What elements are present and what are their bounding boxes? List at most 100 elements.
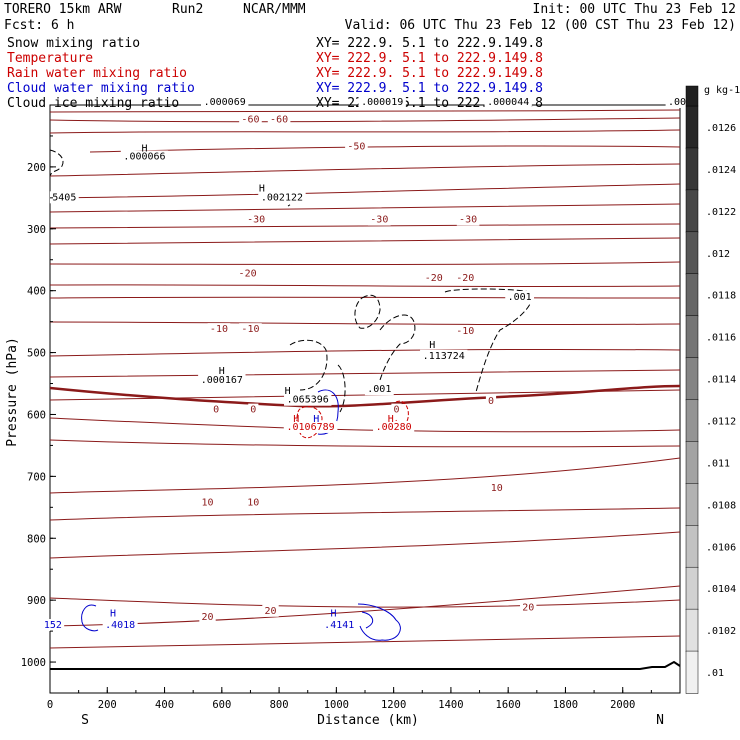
isotherm-label-bg	[239, 113, 262, 126]
snow-value-label: .000167	[201, 375, 243, 386]
extremum-marker: H	[219, 366, 225, 377]
isotherm-label: 10	[247, 497, 259, 508]
y-tick-label: 500	[27, 348, 46, 360]
isotherm-label: -20	[456, 273, 474, 284]
cloud-water-contour	[361, 611, 374, 629]
colorbar-label: .0106	[706, 542, 736, 553]
isotherm-line	[49, 597, 681, 608]
legend: Snow mixing ratio XY= 222.9. 5.1 to 222.9…	[7, 36, 543, 111]
cloud-water-contour	[357, 603, 401, 641]
isotherm-line	[49, 369, 681, 378]
isotherm-label: -20	[239, 268, 257, 279]
isotherm-label: -10	[241, 324, 259, 335]
isotherm-label-bg	[207, 323, 231, 336]
isotherm-label: -30	[459, 215, 477, 226]
isotherm-line	[49, 183, 681, 199]
isotherm-label: 0	[213, 405, 219, 416]
cloud-water-value-label-bg	[102, 619, 138, 632]
x-tick-label: 800	[270, 699, 289, 711]
x-tick-label: 1600	[496, 699, 521, 711]
isotherm-label: -10	[456, 326, 474, 337]
colorbar-swatch	[685, 650, 699, 694]
colorbar-swatch	[685, 147, 699, 191]
isotherm-label: 0	[393, 405, 399, 416]
colorbar-swatch	[685, 357, 699, 401]
isotherm-label-bg	[244, 213, 268, 226]
contour-labels: -60 -60 -50 -30 -30 -30 -20 -20 -20 -10 -10 -10 0 0 0 0…	[41, 96, 695, 632]
isotherm-line	[49, 439, 681, 448]
x-tick-label: 2000	[610, 699, 635, 711]
colorbar-swatch	[685, 525, 699, 568]
isotherm-label-bg	[520, 601, 537, 614]
extremum-marker: H	[285, 386, 291, 397]
y-tick-label: 900	[27, 595, 46, 607]
extremum-marker: H	[313, 414, 319, 425]
isotherm-label-bg	[210, 403, 222, 416]
colorbar-label: .0104	[706, 584, 736, 595]
snow-value-label: 5405	[52, 192, 76, 203]
legend-label: Temperature	[7, 51, 93, 66]
colorbar-label: .0114	[706, 375, 736, 386]
legend-range: XY= 222.9. 5.1 to 222.9.149.8	[316, 36, 543, 51]
isotherm-line	[49, 321, 681, 326]
isotherm-label-bg	[391, 403, 402, 416]
snow-value-label-bg	[420, 349, 468, 362]
isotherm-label-bg	[236, 267, 259, 280]
x-axis-label: Distance (km)	[317, 713, 419, 728]
snow-value-label: .002122	[261, 192, 303, 203]
snow-value-label-bg	[484, 96, 532, 108]
rain-contour	[296, 406, 323, 439]
colorbar-label: .012	[706, 249, 730, 260]
isotherm-label: 0	[250, 405, 256, 416]
isotherm-line	[49, 261, 681, 265]
snow-value-label-bg	[198, 373, 246, 386]
snow-contour	[354, 294, 381, 329]
legend-range: XY= 222.9. 5.1 to 222.9.149.8	[316, 51, 543, 66]
freezing-line	[49, 384, 681, 408]
north-label: N	[656, 713, 664, 728]
y-axis-label: Pressure (hPa)	[5, 337, 20, 447]
extremum-marker: H	[141, 143, 147, 154]
colorbar-swatch	[685, 315, 699, 359]
isotherm-label: -30	[370, 215, 388, 226]
colorbar-swatch	[685, 231, 699, 275]
colorbar-swatch	[685, 566, 699, 610]
isotherm-label-bg	[488, 482, 505, 495]
isotherm-line	[49, 531, 681, 559]
isotherm-line	[49, 284, 681, 288]
colorbar-unit: g kg-1	[704, 85, 740, 96]
extremum-marker: H	[293, 414, 299, 425]
isotherm-label-bg	[456, 213, 480, 226]
colorbar-swatch	[685, 399, 699, 443]
colorbar-swatch	[685, 273, 699, 317]
isotherm-line	[49, 296, 681, 299]
isotherm-label: 0	[488, 396, 494, 407]
snow-value-label-bg	[284, 393, 332, 406]
south-label: S	[81, 713, 89, 728]
isotherm-line	[49, 203, 681, 213]
cloud-water-value-label-bg	[41, 619, 65, 632]
isotherm-label-bg	[199, 496, 216, 509]
isotherm-label-bg	[485, 394, 497, 407]
colorbar-label: .0122	[706, 207, 736, 218]
y-tick-label: 1000	[21, 657, 46, 669]
isotherm-label: -20	[425, 273, 443, 284]
isotherm-label-bg	[248, 403, 259, 416]
isotherm-label: -60	[241, 114, 259, 125]
snow-value-label: .001	[367, 384, 391, 395]
terrain-line	[50, 660, 681, 670]
cloud-water-value-label: .4141	[324, 620, 354, 631]
isotherm-label: 20	[264, 606, 276, 617]
isotherm-label-bg	[245, 496, 262, 509]
snow-value-label: .000	[668, 97, 692, 108]
x-tick-label: 400	[155, 699, 174, 711]
rain-value-label-bg	[283, 420, 338, 433]
legend-range: XY= 222.9. 5.1 to 222.9.149.8	[316, 81, 543, 96]
colorbar-swatch	[685, 105, 699, 149]
isotherm-label-bg	[422, 271, 446, 284]
isotherm-line	[49, 348, 681, 357]
isotherm-label-bg	[262, 604, 279, 617]
extremum-marker: H	[388, 414, 394, 425]
y-tick-label: 300	[27, 224, 46, 236]
